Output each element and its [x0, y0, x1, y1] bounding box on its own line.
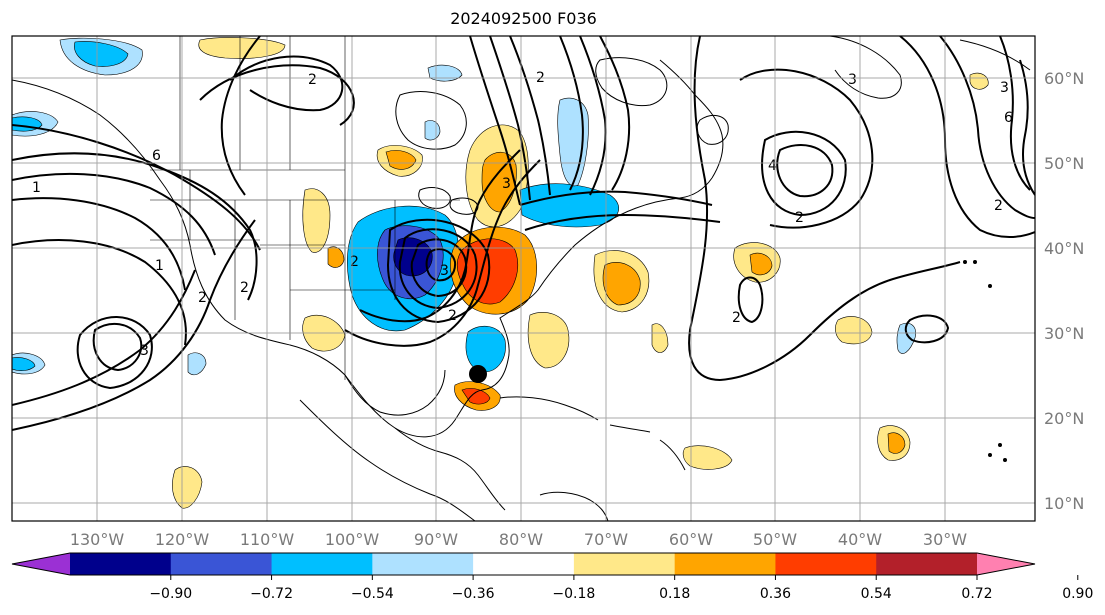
- colorbar-tick-label: 0.90: [1062, 586, 1093, 602]
- contour-label: 2: [795, 210, 804, 226]
- longitude-labels: 130°W 120°W 110°W 100°W 90°W 80°W 70°W 6…: [70, 530, 967, 549]
- contour-label: 2: [350, 254, 359, 270]
- contour-label: 3: [140, 343, 149, 359]
- lon-label: 130°W: [70, 530, 125, 549]
- lon-label: 50°W: [753, 530, 797, 549]
- colorbar-segment: [674, 553, 776, 575]
- lon-label: 80°W: [499, 530, 543, 549]
- shade-pos: [969, 72, 989, 90]
- shade-pos: [651, 323, 669, 353]
- lat-label: 20°N: [1044, 409, 1084, 428]
- map-layers: 2 6 2 3 1 2 2 1 3 2 4 2 2 3 2 6 3 3 2: [12, 36, 1035, 521]
- colorbar-segment: [372, 553, 474, 575]
- lon-label: 90°W: [414, 530, 458, 549]
- shade-pos: [527, 311, 570, 369]
- colorbar-segment: [473, 553, 575, 575]
- contour-label: 1: [155, 258, 164, 274]
- lon-label: 30°W: [923, 530, 967, 549]
- lat-label: 10°N: [1044, 494, 1084, 513]
- colorbar-tick-label: −0.54: [351, 586, 394, 602]
- colorbar-tick-label: −0.90: [149, 586, 192, 602]
- colorbar-segment: [876, 553, 978, 575]
- shade-neg: [187, 352, 207, 376]
- lon-label: 60°W: [669, 530, 713, 549]
- shade-pos: [385, 150, 417, 170]
- contour-label: 2: [240, 280, 249, 296]
- colorbar-extend-high: [977, 553, 1035, 575]
- lat-label: 50°N: [1044, 154, 1084, 173]
- contour-label: 2: [448, 308, 457, 324]
- colorbar-tick-label: 0.54: [861, 586, 892, 602]
- shade-neg: [12, 357, 36, 371]
- colorbar-outline: [11, 552, 1036, 576]
- contour-label: 3: [440, 263, 449, 279]
- lon-label: 100°W: [325, 530, 380, 549]
- lat-label: 40°N: [1044, 239, 1084, 258]
- colorbar-tick-label: 0.36: [760, 586, 791, 602]
- colorbar-tick-label: −0.72: [250, 586, 293, 602]
- shade-pos: [461, 388, 491, 405]
- contour-label: 3: [1000, 80, 1009, 96]
- contour-label: 2: [198, 290, 207, 306]
- colorbar-segment: [70, 553, 172, 575]
- contour-label: 3: [848, 72, 857, 88]
- colorbar-extend-low: [12, 553, 70, 575]
- contour-label: 4: [768, 158, 777, 174]
- shade-pos: [302, 188, 331, 253]
- colorbar: −0.90 −0.72 −0.54 −0.36 −0.18 0.18 0.36 0.54 0.7…: [11, 552, 1093, 602]
- shade-neg: [74, 41, 129, 67]
- contour-label: 3: [502, 176, 511, 192]
- storm-center-marker: [469, 365, 487, 383]
- colorbar-segment: [170, 553, 273, 575]
- colorbar-tick-label: −0.36: [452, 586, 495, 602]
- shade-pos: [887, 432, 906, 454]
- shade-neg: [557, 97, 589, 187]
- contour-label: 6: [152, 148, 161, 164]
- shade-pos: [749, 252, 773, 276]
- colorbar-segment: [271, 553, 373, 575]
- shade-pos: [602, 262, 641, 306]
- map-title: 2024092500 F036: [450, 9, 597, 28]
- contour-label: 6: [1004, 110, 1013, 126]
- contour-label: 2: [994, 198, 1003, 214]
- contour-label: 1: [32, 180, 41, 196]
- lon-label: 70°W: [584, 530, 628, 549]
- lon-label: 110°W: [240, 530, 295, 549]
- shade-pos: [456, 238, 519, 305]
- lon-label: 120°W: [155, 530, 210, 549]
- anomaly-shading: [12, 37, 989, 509]
- lon-label: 40°W: [838, 530, 882, 549]
- lat-label: 30°N: [1044, 324, 1084, 343]
- shade-pos: [682, 445, 733, 470]
- contour-label: 2: [732, 310, 741, 326]
- colorbar-segment: [573, 553, 676, 575]
- shade-pos: [198, 37, 286, 59]
- shade-neg: [465, 325, 506, 373]
- shade-neg: [896, 322, 916, 354]
- lat-label: 60°N: [1044, 69, 1084, 88]
- colorbar-tick-label: 0.18: [659, 586, 690, 602]
- latitude-labels: 10°N 20°N 30°N 40°N 50°N 60°N: [1044, 69, 1084, 513]
- coastlines: [12, 36, 1031, 521]
- colorbar-segment: [775, 553, 877, 575]
- colorbar-tick-label: −0.18: [552, 586, 595, 602]
- shade-pos: [172, 466, 203, 509]
- contour-label: 2: [308, 72, 317, 88]
- contour-labels: 2 6 2 3 1 2 2 1 3 2 4 2 2 3 2 6 3 3 2: [32, 70, 1013, 359]
- colorbar-tick-label: 0.72: [961, 586, 992, 602]
- map-frame: [11, 35, 1036, 522]
- gridlines: [12, 36, 1035, 521]
- shade-pos: [327, 246, 345, 268]
